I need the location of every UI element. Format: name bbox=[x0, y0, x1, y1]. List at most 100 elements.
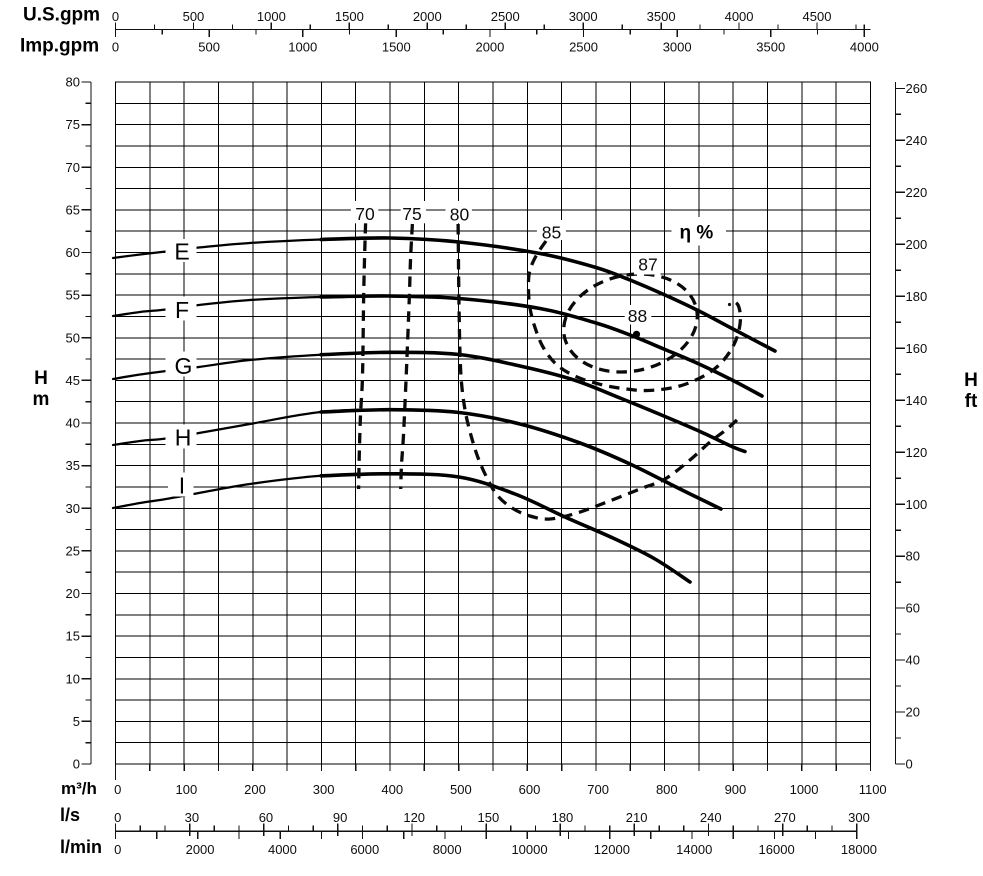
svg-text:ft: ft bbox=[965, 391, 978, 412]
svg-text:40: 40 bbox=[906, 653, 920, 668]
svg-text:10: 10 bbox=[66, 671, 80, 686]
svg-text:I: I bbox=[179, 473, 185, 499]
svg-text:l/s: l/s bbox=[60, 805, 80, 825]
svg-text:1500: 1500 bbox=[382, 40, 411, 55]
svg-text:3500: 3500 bbox=[756, 40, 785, 55]
svg-text:4000: 4000 bbox=[268, 842, 297, 857]
svg-text:U.S.gpm: U.S.gpm bbox=[23, 5, 100, 26]
svg-text:4000: 4000 bbox=[725, 9, 754, 24]
svg-text:240: 240 bbox=[700, 810, 722, 825]
svg-text:H: H bbox=[34, 368, 48, 389]
svg-text:12000: 12000 bbox=[594, 842, 630, 857]
svg-text:3000: 3000 bbox=[569, 9, 598, 24]
svg-text:100: 100 bbox=[175, 782, 197, 797]
svg-text:1000: 1000 bbox=[288, 40, 317, 55]
svg-text:87: 87 bbox=[638, 255, 657, 275]
svg-text:200: 200 bbox=[244, 782, 266, 797]
svg-text:40: 40 bbox=[66, 416, 80, 431]
svg-text:H: H bbox=[175, 425, 192, 451]
svg-text:270: 270 bbox=[774, 810, 796, 825]
svg-text:800: 800 bbox=[656, 782, 678, 797]
svg-text:35: 35 bbox=[66, 458, 80, 473]
svg-text:3500: 3500 bbox=[647, 9, 676, 24]
svg-text:120: 120 bbox=[403, 810, 425, 825]
svg-text:45: 45 bbox=[66, 373, 80, 388]
svg-text:75: 75 bbox=[402, 204, 421, 224]
svg-text:2000: 2000 bbox=[413, 9, 442, 24]
svg-text:0: 0 bbox=[112, 40, 119, 55]
svg-text:55: 55 bbox=[66, 288, 80, 303]
svg-text:4000: 4000 bbox=[850, 40, 879, 55]
svg-text:60: 60 bbox=[66, 245, 80, 260]
svg-text:16000: 16000 bbox=[759, 842, 795, 857]
svg-text:75: 75 bbox=[66, 117, 80, 132]
svg-text:200: 200 bbox=[906, 237, 928, 252]
svg-text:700: 700 bbox=[587, 782, 609, 797]
svg-text:Imp.gpm: Imp.gpm bbox=[20, 36, 99, 57]
svg-text:80: 80 bbox=[450, 205, 470, 225]
svg-text:8000: 8000 bbox=[433, 842, 462, 857]
svg-text:0: 0 bbox=[114, 782, 121, 797]
svg-text:500: 500 bbox=[450, 782, 472, 797]
svg-text:240: 240 bbox=[906, 133, 928, 148]
svg-text:2000: 2000 bbox=[186, 842, 215, 857]
svg-text:m: m bbox=[33, 389, 50, 410]
svg-text:500: 500 bbox=[183, 9, 205, 24]
svg-text:160: 160 bbox=[906, 341, 928, 356]
svg-text:70: 70 bbox=[66, 160, 80, 175]
svg-text:220: 220 bbox=[906, 185, 928, 200]
svg-text:10000: 10000 bbox=[511, 842, 547, 857]
svg-text:30: 30 bbox=[185, 810, 199, 825]
svg-text:l/min: l/min bbox=[60, 837, 102, 857]
svg-text:300: 300 bbox=[313, 782, 335, 797]
svg-text:900: 900 bbox=[725, 782, 747, 797]
svg-text:85: 85 bbox=[542, 223, 561, 243]
svg-text:14000: 14000 bbox=[676, 842, 712, 857]
svg-text:100: 100 bbox=[906, 497, 928, 512]
svg-text:600: 600 bbox=[519, 782, 541, 797]
svg-text:G: G bbox=[175, 353, 193, 379]
svg-text:80: 80 bbox=[66, 75, 80, 90]
svg-text:20: 20 bbox=[906, 705, 920, 720]
svg-text:210: 210 bbox=[626, 810, 648, 825]
svg-text:1500: 1500 bbox=[335, 9, 364, 24]
svg-text:50: 50 bbox=[66, 330, 80, 345]
svg-text:400: 400 bbox=[381, 782, 403, 797]
svg-text:150: 150 bbox=[477, 810, 499, 825]
svg-text:H: H bbox=[964, 370, 978, 391]
svg-text:0: 0 bbox=[906, 757, 913, 772]
svg-text:0: 0 bbox=[112, 9, 119, 24]
svg-text:65: 65 bbox=[66, 202, 80, 217]
svg-text:1000: 1000 bbox=[257, 9, 286, 24]
svg-text:500: 500 bbox=[198, 40, 220, 55]
svg-text:25: 25 bbox=[66, 543, 80, 558]
svg-text:F: F bbox=[175, 297, 189, 323]
svg-text:80: 80 bbox=[906, 549, 920, 564]
svg-text:70: 70 bbox=[355, 204, 375, 224]
svg-text:88: 88 bbox=[628, 306, 647, 326]
svg-text:120: 120 bbox=[906, 445, 928, 460]
svg-text:2500: 2500 bbox=[491, 9, 520, 24]
svg-text:2000: 2000 bbox=[475, 40, 504, 55]
svg-text:18000: 18000 bbox=[841, 842, 877, 857]
svg-text:180: 180 bbox=[906, 289, 928, 304]
svg-text:60: 60 bbox=[906, 601, 920, 616]
svg-text:0: 0 bbox=[73, 757, 80, 772]
svg-text:15: 15 bbox=[66, 629, 80, 644]
svg-text:60: 60 bbox=[259, 810, 273, 825]
svg-text:m³/h: m³/h bbox=[61, 779, 97, 798]
svg-text:90: 90 bbox=[333, 810, 347, 825]
svg-text:4500: 4500 bbox=[803, 9, 832, 24]
svg-text:2500: 2500 bbox=[569, 40, 598, 55]
svg-text:300: 300 bbox=[848, 810, 870, 825]
svg-text:140: 140 bbox=[906, 393, 928, 408]
svg-text:1100: 1100 bbox=[859, 782, 887, 797]
svg-text:η %: η % bbox=[680, 223, 714, 244]
svg-text:20: 20 bbox=[66, 586, 80, 601]
svg-text:260: 260 bbox=[906, 81, 928, 96]
svg-text:6000: 6000 bbox=[350, 842, 379, 857]
svg-text:0: 0 bbox=[114, 842, 121, 857]
svg-text:180: 180 bbox=[552, 810, 574, 825]
svg-text:5: 5 bbox=[73, 714, 80, 729]
svg-text:30: 30 bbox=[66, 501, 80, 516]
